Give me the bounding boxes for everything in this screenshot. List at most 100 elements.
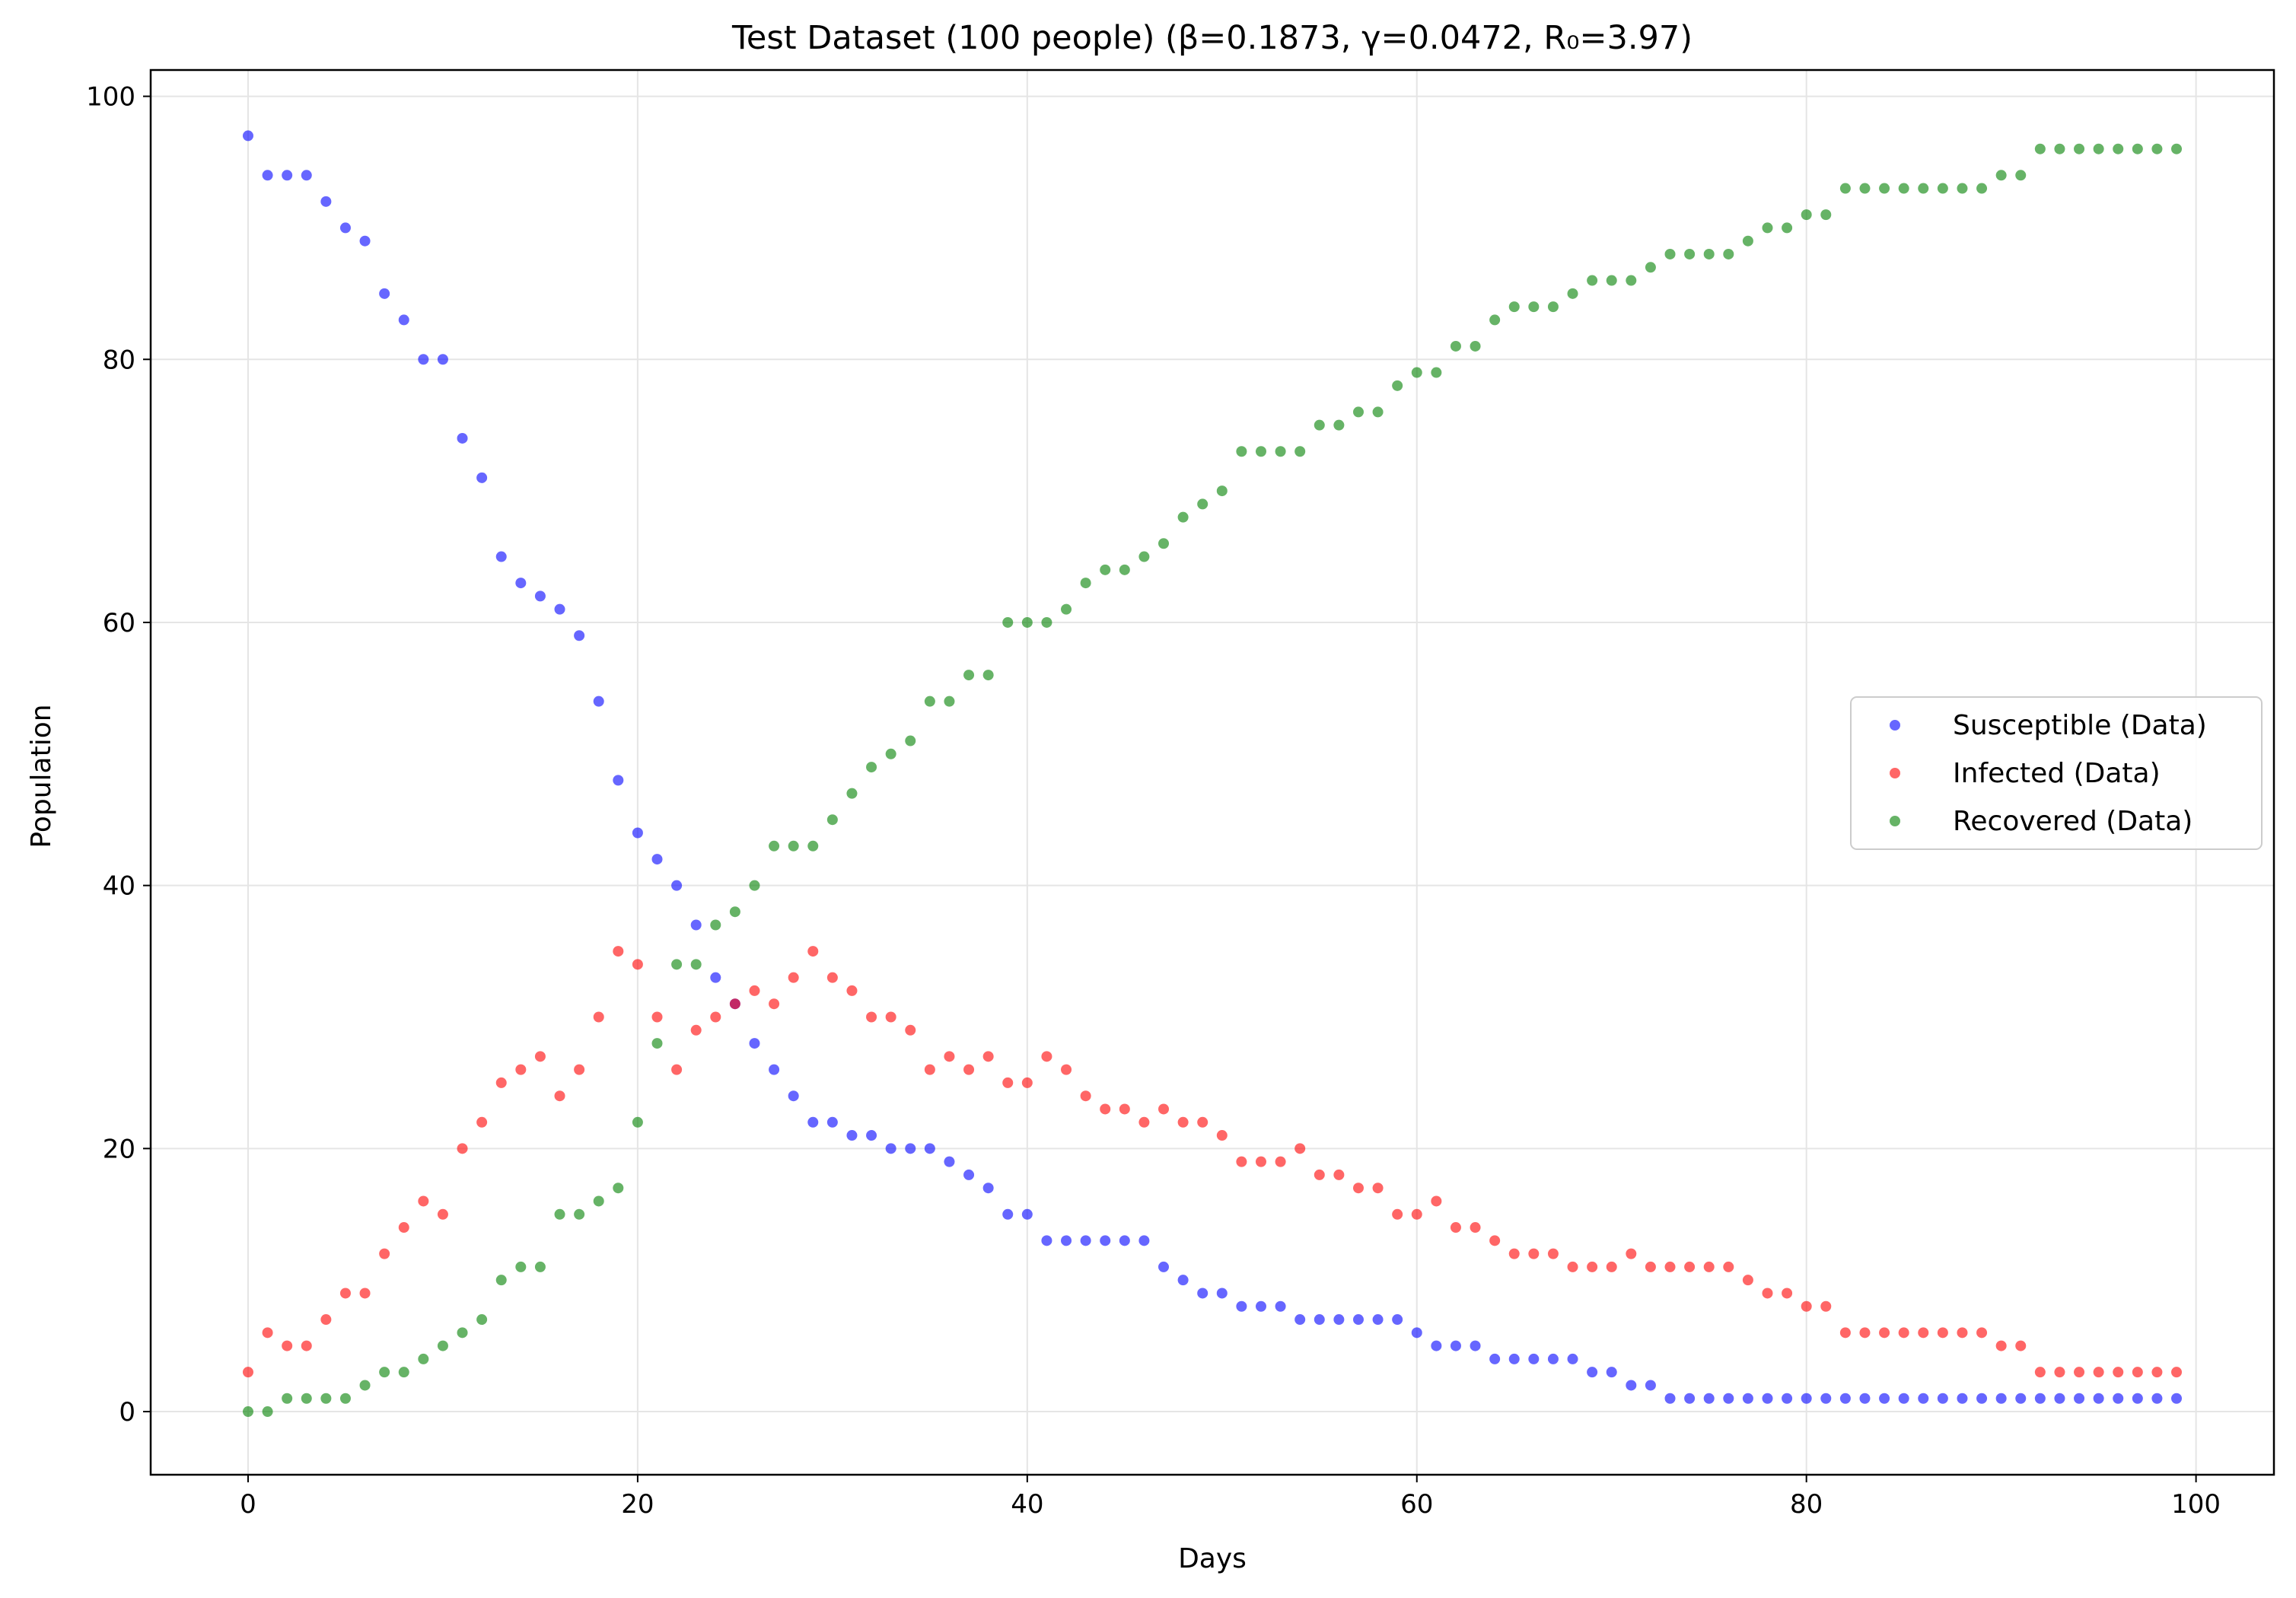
data-point	[554, 1208, 565, 1220]
data-point	[1684, 1393, 1696, 1404]
data-point	[1372, 406, 1384, 418]
data-point	[1703, 1261, 1715, 1272]
data-point	[320, 1314, 332, 1326]
data-point	[1801, 1393, 1812, 1404]
legend: Susceptible (Data) Infected (Data) Recover…	[1850, 696, 2263, 850]
data-point	[1392, 1208, 1403, 1220]
data-point	[1021, 1077, 1033, 1088]
legend-marker	[1890, 816, 1900, 826]
data-point	[2093, 143, 2104, 154]
data-point	[1275, 1300, 1286, 1312]
data-point	[788, 840, 799, 852]
data-point	[418, 1353, 429, 1364]
data-point	[339, 1393, 351, 1404]
data-point	[1372, 1183, 1384, 1194]
data-point	[1587, 1261, 1598, 1272]
data-point	[1859, 1393, 1871, 1404]
data-point	[1684, 248, 1696, 259]
data-point	[2015, 1393, 2027, 1404]
data-point	[1431, 367, 1442, 378]
data-point	[1138, 1116, 1150, 1128]
data-point	[1918, 1327, 1929, 1339]
data-point	[924, 1064, 935, 1075]
data-point	[769, 1064, 780, 1075]
data-point	[2113, 1367, 2124, 1378]
data-point	[671, 1064, 683, 1075]
data-point	[944, 1051, 955, 1062]
data-point	[1567, 288, 1578, 299]
data-point	[359, 1380, 371, 1391]
data-point	[1839, 1393, 1851, 1404]
data-point	[2054, 1393, 2065, 1404]
gridlines	[151, 70, 2274, 1475]
data-point	[749, 985, 760, 996]
data-point	[1820, 209, 1832, 221]
data-point	[1547, 1353, 1559, 1364]
data-point	[1294, 1314, 1306, 1326]
data-point	[1859, 183, 1871, 194]
data-point	[671, 880, 683, 891]
data-point	[1080, 578, 1091, 589]
plot-frame	[149, 68, 2275, 1476]
data-point	[905, 1024, 916, 1036]
data-point	[398, 1222, 409, 1234]
data-point	[1314, 1314, 1325, 1326]
legend-marker	[1890, 768, 1900, 778]
data-point	[1450, 340, 1461, 352]
axis-ticks: 0 20 40 60 80 100 0 20 40 60 80 100	[86, 82, 2221, 1520]
data-point	[1782, 222, 1793, 234]
data-point	[534, 590, 546, 602]
data-point	[1547, 1248, 1559, 1259]
data-point	[1918, 183, 1929, 194]
x-tick-label: 20	[621, 1489, 654, 1520]
data-point	[885, 748, 896, 759]
data-point	[729, 906, 740, 918]
data-point	[1782, 1393, 1793, 1404]
data-point	[1508, 1248, 1520, 1259]
data-point	[905, 735, 916, 746]
data-point	[515, 1064, 527, 1075]
data-point	[1684, 1261, 1696, 1272]
data-point	[1255, 1156, 1266, 1167]
data-point	[1080, 1235, 1091, 1246]
data-point	[651, 854, 663, 865]
data-point	[1995, 1340, 2007, 1351]
data-point	[2074, 1393, 2085, 1404]
data-point	[1100, 1103, 1111, 1115]
data-point	[1002, 1077, 1014, 1088]
data-point	[574, 1208, 585, 1220]
data-point	[476, 472, 488, 483]
data-point	[242, 1406, 253, 1418]
data-point	[398, 1367, 409, 1378]
data-point	[1236, 446, 1247, 457]
data-point	[282, 1393, 293, 1404]
data-point	[1470, 1340, 1481, 1351]
data-point	[885, 1011, 896, 1023]
data-point	[1100, 564, 1111, 575]
data-point	[1333, 1169, 1345, 1180]
data-point	[2093, 1393, 2104, 1404]
data-point	[1489, 1353, 1501, 1364]
data-point	[574, 630, 585, 641]
data-point	[1333, 1314, 1345, 1326]
data-point	[1645, 262, 1656, 273]
data-point	[1976, 1393, 1988, 1404]
data-point	[2093, 1367, 2104, 1378]
legend-box	[1850, 696, 2263, 850]
data-point	[1859, 1327, 1871, 1339]
data-point	[826, 972, 838, 983]
data-point	[515, 1261, 527, 1272]
data-point	[379, 288, 390, 299]
data-point	[301, 170, 312, 181]
data-point	[1119, 1235, 1130, 1246]
data-point	[1177, 1275, 1189, 1286]
data-point	[359, 235, 371, 247]
data-point	[1314, 419, 1325, 431]
data-point	[1567, 1261, 1578, 1272]
data-point	[1879, 1327, 1890, 1339]
data-point	[807, 840, 819, 852]
data-point	[1431, 1195, 1442, 1207]
data-point	[651, 1011, 663, 1023]
data-point	[418, 1195, 429, 1207]
